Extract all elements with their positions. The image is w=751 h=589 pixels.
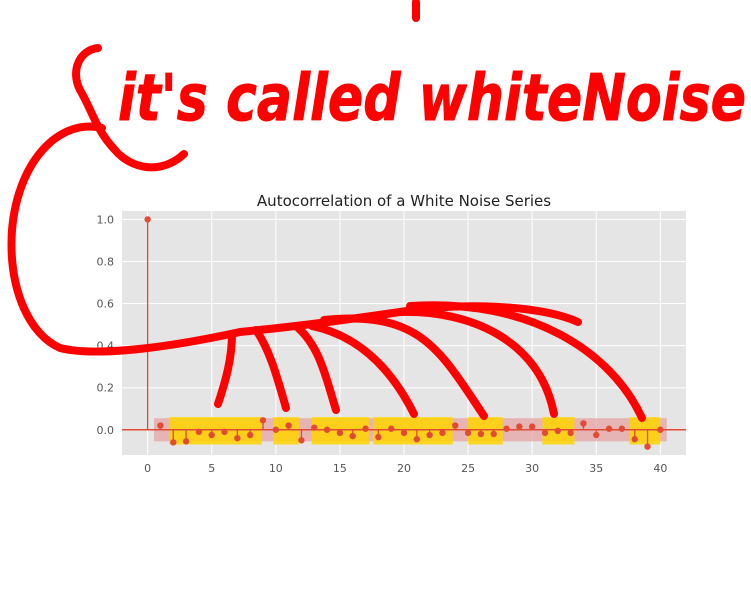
acf-point — [323, 426, 331, 433]
acf-point — [208, 431, 215, 439]
acf-point — [618, 425, 626, 432]
acf-point — [503, 425, 510, 432]
acf-point — [375, 433, 382, 441]
ink-arc-5 — [320, 314, 488, 420]
x-tick-label: 5 — [208, 462, 215, 475]
highlighter-mark — [373, 417, 453, 445]
acf-point — [195, 428, 203, 436]
acf-point — [516, 423, 523, 430]
ink-arc-7 — [406, 301, 646, 422]
y-tick-label: 0.2 — [97, 382, 115, 395]
acf-point — [580, 420, 587, 427]
acf-point — [490, 430, 497, 438]
acf-point — [541, 429, 549, 437]
acf-point — [657, 426, 664, 433]
acf-point — [234, 434, 241, 442]
x-tick-label: 30 — [525, 462, 539, 475]
acf-point — [272, 426, 280, 433]
acf-point — [567, 429, 574, 437]
x-tick-label: 10 — [269, 462, 283, 475]
acf-point — [413, 436, 421, 443]
chart-title: Autocorrelation of a White Noise Series — [257, 192, 551, 210]
ink-arc-4 — [308, 322, 418, 418]
acf-point — [182, 438, 190, 445]
ink-arc-3 — [292, 322, 340, 414]
highlighter-mark — [468, 417, 503, 445]
acf-point — [349, 432, 356, 440]
acf-point — [464, 429, 472, 437]
ink-arc-1 — [214, 330, 236, 408]
acf-point — [644, 443, 651, 450]
y-tick-label: 0.0 — [97, 424, 115, 437]
ink-arc-2 — [252, 326, 290, 412]
handwritten-text: it's called whiteNoise — [118, 62, 746, 136]
acf-point — [144, 216, 151, 223]
acf-point — [362, 425, 369, 432]
y-tick-label: 1.0 — [97, 213, 115, 226]
acf-point — [246, 431, 254, 439]
x-tick-label: 25 — [461, 462, 475, 475]
acf-point — [528, 423, 536, 430]
ink-arc-6 — [396, 307, 558, 418]
acf-point — [170, 439, 177, 446]
acf-point — [221, 428, 228, 436]
y-tick-label: 0.8 — [97, 255, 115, 268]
x-tick-label: 0 — [144, 462, 151, 475]
acf-point — [259, 417, 267, 424]
acf-point — [157, 422, 164, 429]
acf-point — [605, 425, 613, 432]
x-tick-label: 35 — [589, 462, 603, 475]
acf-point — [554, 427, 562, 435]
acf-point — [387, 425, 395, 432]
y-tick-label: 0.6 — [97, 298, 115, 311]
acf-point — [400, 429, 408, 437]
handwritten-annotation: it's called whiteNoise — [7, 0, 747, 422]
highlighter-marks — [169, 417, 661, 445]
acf-point — [311, 424, 318, 431]
x-tick-label: 40 — [653, 462, 667, 475]
acf-point — [285, 422, 292, 429]
acf-point — [336, 429, 344, 437]
x-tick-label: 20 — [397, 462, 411, 475]
x-tick-label: 15 — [333, 462, 347, 475]
acf-point — [298, 437, 305, 444]
acf-point — [593, 431, 600, 439]
acf-point — [426, 431, 433, 439]
acf-marks — [122, 216, 686, 450]
acf-point — [631, 436, 638, 443]
acf-point — [439, 429, 446, 437]
acf-point — [477, 430, 485, 438]
acf-point — [452, 422, 459, 429]
